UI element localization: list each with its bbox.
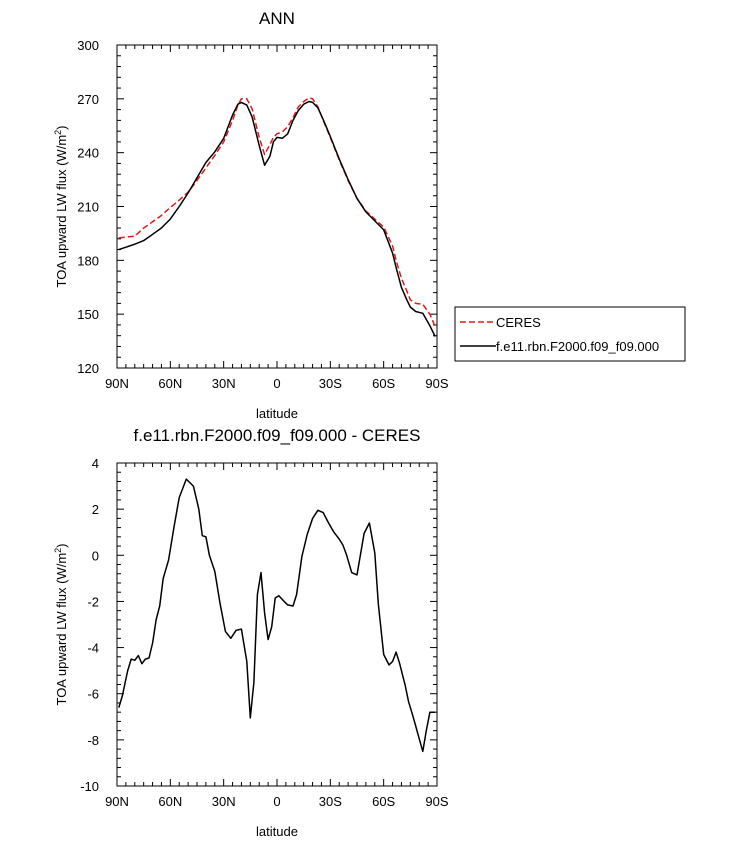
x-axis-label: latitude <box>256 406 298 421</box>
legend: CERES f.e11.rbn.F2000.f09_f09.000 <box>454 306 686 362</box>
x-tick-label: 60N <box>158 794 182 809</box>
panel-bottom: f.e11.rbn.F2000.f09_f09.000 - CERES 90N 60… <box>53 426 449 839</box>
y-axis-label-superscript: 2 <box>53 130 63 135</box>
x-tick-label: 30N <box>212 376 236 391</box>
y-tick-label: -8 <box>87 733 99 748</box>
y-tick-label: 150 <box>77 307 99 322</box>
y-tick-label: 0 <box>92 548 99 563</box>
y-axis-label-superscript: 2 <box>53 548 63 553</box>
y-tick-label: -6 <box>87 687 99 702</box>
y-axis-label-close: ) <box>54 543 69 547</box>
legend-entry: CERES <box>496 315 541 330</box>
y-tick-label: 210 <box>77 200 99 215</box>
y-tick-label: 240 <box>77 146 99 161</box>
x-tick-label: 30S <box>319 794 342 809</box>
y-tick-label: 270 <box>77 92 99 107</box>
y-tick-label: 180 <box>77 253 99 268</box>
y-tick-label: -4 <box>87 641 99 656</box>
series-line-ceres <box>118 97 436 327</box>
y-tick-label: 120 <box>77 361 99 376</box>
x-axis-label: latitude <box>256 824 298 839</box>
x-tick-label: 60N <box>158 376 182 391</box>
x-tick-label: 30N <box>212 794 236 809</box>
y-tick-label: -2 <box>87 594 99 609</box>
x-tick-label: 60S <box>372 794 395 809</box>
y-axis-label-text: TOA upward LW flux (W/m <box>54 135 69 288</box>
y-axis-label: TOA upward LW flux (W/m2) <box>53 125 69 287</box>
x-tick-label: 90N <box>105 376 129 391</box>
legend-box <box>454 306 686 362</box>
y-tick-label: 2 <box>92 502 99 517</box>
x-tick-label: 30S <box>319 376 342 391</box>
panel-top: ANN 90N 60N 30N 0 30S 60S 90S 120 150 180 210 240 270… <box>53 9 449 421</box>
series-line-f-e11-rbn-f2000-f09-f09-000 <box>118 100 436 337</box>
x-tick-label: 90S <box>425 794 448 809</box>
chart-title: ANN <box>259 9 295 28</box>
plot-frame <box>116 462 438 787</box>
series-line-line-0 <box>118 478 436 753</box>
x-tick-label: 0 <box>273 794 280 809</box>
plot-frame <box>116 44 438 369</box>
y-axis-label: TOA upward LW flux (W/m2) <box>53 543 69 705</box>
x-tick-label: 90S <box>425 376 448 391</box>
y-axis-label-text: TOA upward LW flux (W/m <box>54 553 69 706</box>
x-tick-label: 0 <box>273 376 280 391</box>
x-tick-label: 60S <box>372 376 395 391</box>
y-axis-label-close: ) <box>54 125 69 129</box>
y-tick-label: 4 <box>92 456 99 471</box>
x-tick-label: 90N <box>105 794 129 809</box>
chart-title: f.e11.rbn.F2000.f09_f09.000 - CERES <box>134 426 421 445</box>
y-tick-label: -10 <box>80 779 99 794</box>
legend-entry: f.e11.rbn.F2000.f09_f09.000 <box>496 339 659 354</box>
y-tick-label: 300 <box>77 38 99 53</box>
